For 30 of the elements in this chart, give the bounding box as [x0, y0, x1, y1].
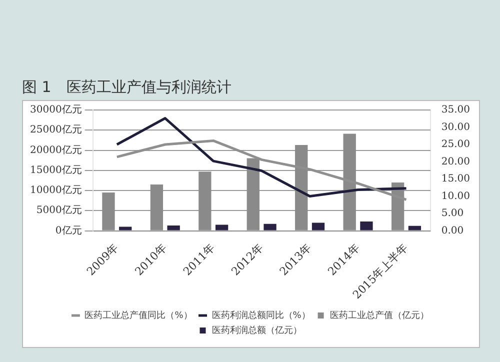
bar [360, 222, 373, 230]
y2-tick-label: 25.00 [441, 139, 470, 150]
y-tick-label: 15000亿元 [30, 164, 82, 176]
y-tick-label: 20000亿元 [30, 144, 82, 156]
chart-title: 图 1 医药工业产值与利润统计 [22, 78, 232, 97]
y2-tick-label: 35.00 [441, 104, 470, 116]
legend-label: 医药利润总额同比（%） [212, 310, 310, 321]
legend-label: 医药工业总产值（亿元） [330, 310, 429, 321]
bar [102, 192, 115, 230]
y-tick-label: 25000亿元 [30, 124, 82, 136]
y2-tick-label: 0.00 [441, 225, 464, 236]
y-tick-label: 5000亿元 [36, 205, 82, 216]
y2-tick-label: 10.00 [441, 190, 470, 202]
legend-label: 医药工业总产值同比（%） [84, 310, 192, 321]
bar [150, 184, 164, 230]
y2-tick-label: 30.00 [441, 122, 470, 133]
bar [408, 226, 422, 230]
bar [215, 224, 228, 230]
bar [264, 224, 276, 230]
bar [167, 226, 180, 230]
bar [119, 226, 132, 230]
y2-tick-label: 15.00 [441, 174, 470, 185]
bar [198, 172, 212, 230]
y2-tick-label: 20.00 [441, 156, 470, 168]
y2-tick-label: 5.00 [441, 208, 464, 220]
bar [312, 222, 325, 230]
legend-label: 医药利润总额（亿元） [212, 324, 302, 336]
y-tick-label: 30000亿元 [30, 104, 82, 116]
y-tick-label: 10000亿元 [30, 185, 82, 196]
y-tick-label: 0亿元 [55, 225, 82, 236]
